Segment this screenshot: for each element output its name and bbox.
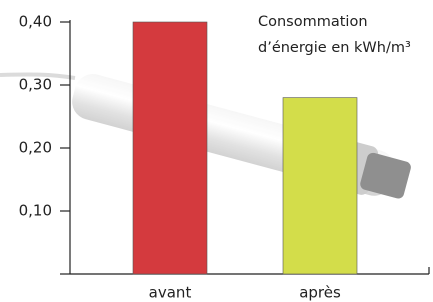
chart-title: Consommation d’énergie en kWh/m³ xyxy=(258,9,416,61)
bar xyxy=(283,98,357,274)
y-tick-label: 0,10 xyxy=(19,202,52,220)
chart-area: 0,10 0,20 0,30 0,40 avant après Consommation … xyxy=(0,0,433,302)
x-tick-label: avant xyxy=(149,284,192,302)
y-tick-label: 0,40 xyxy=(19,13,52,31)
y-tick-label: 0,30 xyxy=(19,76,52,94)
bar xyxy=(133,22,207,274)
y-tick-label: 0,20 xyxy=(19,139,52,157)
x-tick-label: après xyxy=(299,284,341,302)
